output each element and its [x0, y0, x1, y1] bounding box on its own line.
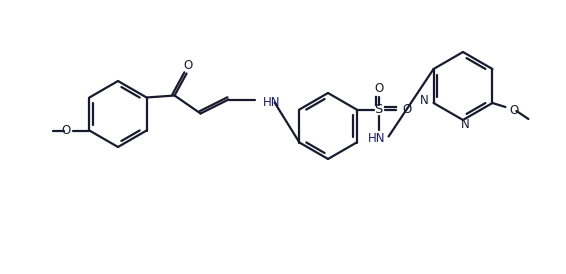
Text: O: O: [61, 124, 70, 137]
Text: O: O: [374, 82, 383, 95]
Text: N: N: [461, 118, 469, 132]
Text: S: S: [374, 103, 383, 116]
Text: O: O: [509, 104, 518, 118]
Text: O: O: [402, 103, 412, 116]
Text: HN: HN: [263, 96, 280, 109]
Text: HN: HN: [368, 132, 385, 145]
Text: O: O: [183, 59, 192, 72]
Text: N: N: [420, 95, 428, 107]
